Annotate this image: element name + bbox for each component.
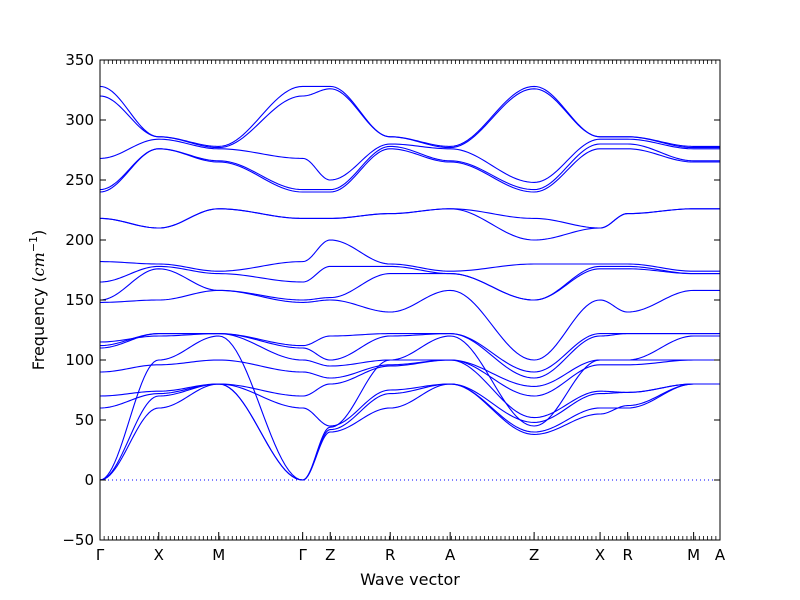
x-tick-label: Γ (298, 546, 307, 564)
band-line-18 (99, 138, 720, 183)
x-tick-label: X (595, 546, 605, 564)
x-tick-label: M (687, 546, 700, 564)
x-tick-label: Z (325, 546, 335, 564)
axis-ticks (99, 59, 721, 541)
y-tick-label: 250 (65, 171, 94, 189)
y-tick-label: 300 (65, 111, 94, 129)
band-line-20 (99, 85, 720, 147)
y-tick-label: 50 (75, 411, 94, 429)
band-line-15 (99, 208, 720, 229)
y-tick-label: −50 (62, 531, 94, 549)
band-line-17 (99, 143, 720, 191)
y-axis-title-close: ) (29, 230, 48, 236)
band-line-9 (99, 333, 720, 373)
y-axis-title: Frequency (cm−1) (27, 230, 48, 371)
x-tick-label: A (715, 546, 726, 564)
band-line-16 (99, 148, 720, 193)
band-line-13 (99, 239, 720, 272)
band-line-12 (99, 265, 720, 301)
x-tick-label: A (445, 546, 456, 564)
y-axis-title-main: Frequency ( (29, 276, 48, 370)
x-tick-label: Γ (96, 546, 105, 564)
y-axis-title-unit: cm (29, 252, 48, 276)
y-tick-label: 350 (65, 51, 94, 69)
x-tick-label: R (622, 546, 632, 564)
x-axis-title: Wave vector (360, 570, 460, 589)
x-tick-label: X (154, 546, 164, 564)
band-lines (99, 85, 720, 481)
y-tick-label: 0 (84, 471, 94, 489)
band-line-5 (99, 359, 720, 419)
y-axis-title-exp: −1 (27, 236, 40, 252)
x-tick-label: M (212, 546, 225, 564)
band-line-1 (99, 383, 720, 481)
band-line-6 (99, 359, 720, 397)
y-tick-label: 100 (65, 351, 94, 369)
band-line-11 (99, 268, 720, 301)
y-tick-labels: −50 0 50 100 150 200 250 300 350 (62, 51, 94, 549)
band-line-3 (99, 335, 720, 481)
y-tick-label: 150 (65, 291, 94, 309)
x-tick-label: Z (529, 546, 539, 564)
y-tick-label: 200 (65, 231, 94, 249)
band-line-10 (99, 289, 720, 361)
plot-frame (99, 59, 721, 541)
x-tick-label: R (385, 546, 395, 564)
